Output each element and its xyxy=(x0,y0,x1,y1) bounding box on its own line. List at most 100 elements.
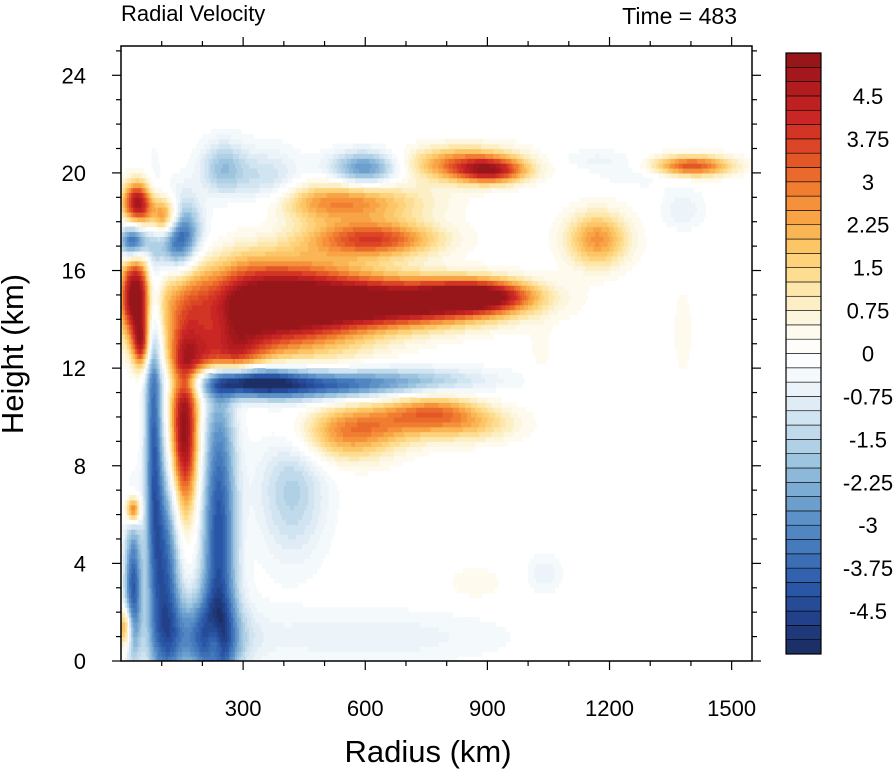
velocity-cell xyxy=(208,221,212,228)
velocity-cell xyxy=(129,329,132,335)
velocity-cell xyxy=(127,324,130,330)
velocity-cell xyxy=(127,304,130,311)
velocity-cell xyxy=(139,373,142,379)
velocity-cell xyxy=(139,324,142,330)
velocity-cell xyxy=(143,275,147,281)
velocity-cell xyxy=(123,187,126,194)
velocity-cell xyxy=(143,373,147,379)
velocity-cell xyxy=(123,290,126,296)
velocity-cell xyxy=(145,324,149,330)
velocity-cell xyxy=(145,597,149,604)
velocity-cell xyxy=(147,636,151,643)
velocity-cell xyxy=(155,158,159,164)
velocity-cell xyxy=(141,480,144,486)
velocity-cell xyxy=(133,177,136,184)
velocity-cell xyxy=(133,470,136,477)
velocity-cell xyxy=(151,285,155,291)
velocity-cell xyxy=(139,265,142,272)
velocity-cell xyxy=(141,641,144,647)
velocity-cell xyxy=(123,553,126,560)
velocity-cell xyxy=(121,553,124,560)
velocity-cell xyxy=(123,280,126,286)
velocity-cell xyxy=(137,211,140,218)
velocity-cell xyxy=(125,509,128,516)
velocity-cell xyxy=(131,353,134,359)
velocity-cell xyxy=(133,329,136,335)
velocity-cell xyxy=(133,324,136,330)
velocity-cell xyxy=(135,529,138,535)
velocity-cell xyxy=(135,485,138,491)
velocity-cell xyxy=(133,241,136,247)
velocity-cell xyxy=(129,280,132,286)
velocity-cell xyxy=(123,299,126,306)
velocity-cell xyxy=(147,612,151,618)
velocity-cell xyxy=(131,324,134,330)
velocity-cell xyxy=(137,578,140,584)
velocity-cell xyxy=(133,255,136,262)
velocity-cell xyxy=(137,612,140,618)
velocity-cell xyxy=(127,299,130,306)
velocity-cell xyxy=(169,485,173,491)
velocity-cell xyxy=(169,197,173,203)
velocity-cell xyxy=(145,260,149,267)
velocity-cell xyxy=(125,353,128,359)
velocity-cell xyxy=(131,285,134,291)
velocity-cell xyxy=(133,563,136,569)
velocity-cell xyxy=(123,636,126,643)
velocity-cell xyxy=(141,495,144,501)
velocity-cell xyxy=(198,397,201,403)
velocity-cell xyxy=(145,353,149,359)
velocity-cell xyxy=(133,582,136,589)
velocity-cell xyxy=(143,192,147,198)
velocity-cell xyxy=(121,304,124,311)
velocity-cell xyxy=(153,148,157,154)
velocity-cell xyxy=(139,216,142,223)
velocity-cell xyxy=(139,348,142,355)
velocity-cell xyxy=(127,548,130,555)
velocity-cell xyxy=(141,465,144,472)
velocity-cell xyxy=(139,553,142,560)
velocity-cell xyxy=(125,602,128,608)
velocity-cell xyxy=(121,641,124,647)
velocity-cell xyxy=(131,582,134,589)
velocity-cell xyxy=(125,499,128,506)
velocity-cell xyxy=(121,309,124,316)
velocity-cell xyxy=(143,333,147,340)
velocity-cell xyxy=(123,578,126,584)
velocity-cell xyxy=(145,333,149,340)
velocity-cell xyxy=(143,460,147,467)
velocity-cell xyxy=(147,568,151,574)
velocity-cell xyxy=(131,641,134,647)
velocity-cell xyxy=(139,319,142,325)
velocity-cell xyxy=(129,285,132,291)
velocity-cell xyxy=(137,338,140,345)
velocity-cell xyxy=(157,168,161,174)
velocity-cell xyxy=(145,553,149,560)
velocity-cell xyxy=(135,524,138,530)
velocity-cell xyxy=(135,475,138,481)
velocity-cell xyxy=(137,651,140,657)
velocity-cell xyxy=(137,231,140,237)
velocity-cell xyxy=(147,563,151,569)
velocity-cell xyxy=(141,456,144,462)
velocity-cell xyxy=(123,216,126,223)
velocity-cell xyxy=(145,451,149,457)
velocity-cell xyxy=(141,485,144,491)
velocity-cell xyxy=(141,280,144,286)
velocity-cell xyxy=(123,192,126,198)
velocity-cell xyxy=(135,343,138,350)
velocity-cell xyxy=(127,602,130,608)
velocity-cell xyxy=(163,436,167,442)
velocity-cell xyxy=(137,548,140,555)
velocity-cell xyxy=(165,456,169,462)
velocity-cell xyxy=(123,236,126,242)
velocity-cell xyxy=(123,504,126,511)
velocity-cell xyxy=(129,363,132,369)
velocity-cell xyxy=(139,646,142,652)
velocity-cell xyxy=(159,358,163,364)
velocity-cell xyxy=(141,607,144,613)
velocity-cell xyxy=(121,192,124,198)
velocity-cell xyxy=(145,241,149,247)
velocity-cell xyxy=(131,514,134,521)
velocity-cell xyxy=(135,612,138,618)
